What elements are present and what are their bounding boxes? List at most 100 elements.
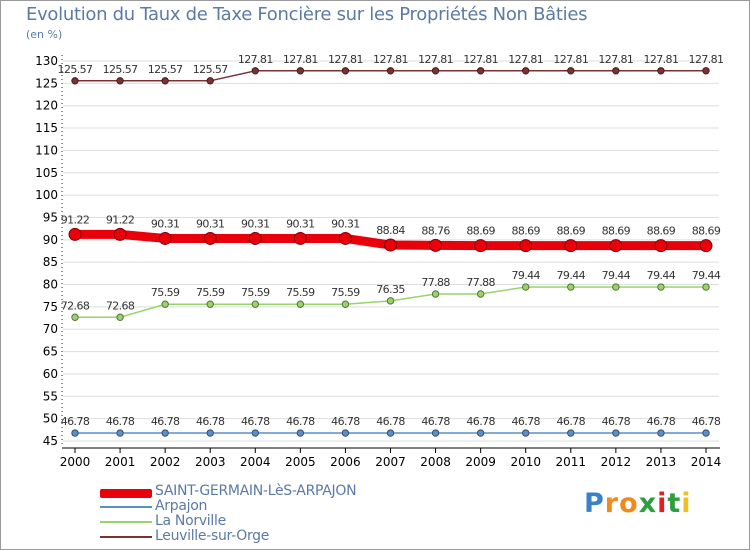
- legend-item-la-norville: La Norville: [100, 513, 420, 530]
- data-point: [338, 231, 352, 245]
- data-point: [431, 67, 440, 75]
- y-tick-label: 85: [43, 255, 58, 269]
- data-point: [341, 429, 350, 437]
- logo-letter: t: [667, 488, 682, 519]
- data-label: 127.81: [598, 53, 633, 66]
- x-tick-label: 2012: [601, 455, 632, 469]
- data-point: [71, 77, 79, 85]
- data-point: [158, 231, 172, 245]
- data-point: [567, 67, 575, 75]
- data-point: [702, 429, 710, 437]
- x-tick-label: 2011: [556, 455, 587, 469]
- data-label: 127.81: [373, 53, 408, 66]
- data-label: 127.81: [508, 53, 543, 66]
- data-label: 46.78: [466, 415, 495, 428]
- data-point: [612, 283, 620, 291]
- data-point: [519, 239, 533, 253]
- data-point: [431, 429, 440, 437]
- data-label: 75.59: [241, 286, 270, 299]
- data-label: 77.88: [466, 276, 495, 289]
- data-label: 127.81: [689, 53, 724, 66]
- data-point: [654, 239, 668, 253]
- data-point: [161, 77, 169, 85]
- data-label: 127.81: [553, 53, 588, 66]
- data-label: 125.57: [148, 63, 183, 76]
- legend-swatch: [100, 521, 152, 523]
- data-label: 79.44: [557, 269, 586, 282]
- logo-letter: r: [604, 488, 620, 519]
- data-point: [116, 77, 124, 85]
- y-tick-label: 75: [43, 300, 58, 314]
- x-tick-label: 2014: [691, 455, 722, 469]
- y-tick-label: 60: [43, 367, 58, 381]
- x-tick-label: 2008: [420, 455, 451, 469]
- y-tick-label: 100: [35, 188, 58, 202]
- data-point: [522, 429, 530, 437]
- data-label: 79.44: [647, 269, 676, 282]
- data-label: 127.81: [643, 53, 678, 66]
- data-point: [248, 231, 262, 245]
- data-point: [476, 290, 485, 298]
- data-point: [71, 429, 79, 437]
- data-point: [71, 313, 79, 321]
- y-tick-label: 70: [43, 322, 58, 336]
- y-tick-label: 130: [35, 54, 58, 68]
- data-label: 46.78: [602, 415, 631, 428]
- data-point: [206, 300, 214, 308]
- data-point: [161, 429, 169, 437]
- data-point: [68, 227, 82, 241]
- data-point: [657, 283, 665, 291]
- data-label: 75.59: [196, 286, 225, 299]
- data-point: [384, 238, 397, 252]
- data-label: 46.78: [196, 415, 225, 428]
- data-point: [567, 283, 575, 291]
- y-tick-label: 50: [43, 412, 58, 426]
- data-point: [116, 429, 124, 437]
- legend-label: Leuville-sur-Orge: [155, 528, 270, 544]
- legend-label: La Norville: [155, 513, 226, 529]
- y-axis-label: (en %): [26, 28, 63, 41]
- data-label: 75.59: [286, 286, 315, 299]
- legend-label: SAINT-GERMAIN-LèS-ARPAJON: [155, 483, 357, 499]
- data-label: 88.76: [421, 224, 450, 237]
- data-point: [206, 429, 214, 437]
- x-tick-label: 2001: [105, 455, 136, 469]
- data-point: [251, 67, 259, 75]
- data-label: 127.81: [463, 53, 498, 66]
- data-label: 88.69: [647, 225, 676, 238]
- data-label: 79.44: [602, 269, 631, 282]
- legend-swatch: [100, 536, 152, 538]
- data-label: 75.59: [151, 286, 180, 299]
- data-point: [657, 67, 665, 75]
- data-point: [116, 313, 124, 321]
- data-label: 77.88: [421, 276, 450, 289]
- y-tick-label: 65: [43, 345, 58, 359]
- data-label: 90.31: [241, 217, 270, 230]
- data-label: 88.69: [466, 225, 495, 238]
- x-tick-label: 2000: [60, 455, 91, 469]
- data-point: [522, 283, 530, 291]
- data-point: [296, 429, 305, 437]
- data-label: 46.78: [151, 415, 180, 428]
- legend: SAINT-GERMAIN-LèS-ARPAJON Arpajon La Nor…: [100, 483, 420, 545]
- data-label: 127.81: [328, 53, 363, 66]
- y-tick-label: 80: [43, 278, 58, 292]
- data-label: 88.69: [511, 225, 540, 238]
- x-tick-label: 2005: [285, 455, 316, 469]
- data-point: [657, 429, 665, 437]
- legend-swatch: [100, 506, 152, 508]
- y-tick-label: 55: [43, 389, 58, 403]
- data-point: [113, 227, 127, 241]
- data-label: 46.78: [692, 415, 721, 428]
- y-tick-label: 115: [35, 121, 58, 135]
- logo-letter: o: [619, 488, 639, 519]
- data-point: [699, 239, 713, 253]
- data-point: [476, 67, 485, 75]
- logo-letter: i: [657, 488, 668, 519]
- x-tick-label: 2010: [510, 455, 541, 469]
- x-tick-label: 2006: [330, 455, 361, 469]
- data-label: 79.44: [511, 269, 540, 282]
- x-tick-label: 2009: [465, 455, 496, 469]
- data-point: [564, 239, 578, 253]
- data-point: [431, 290, 440, 298]
